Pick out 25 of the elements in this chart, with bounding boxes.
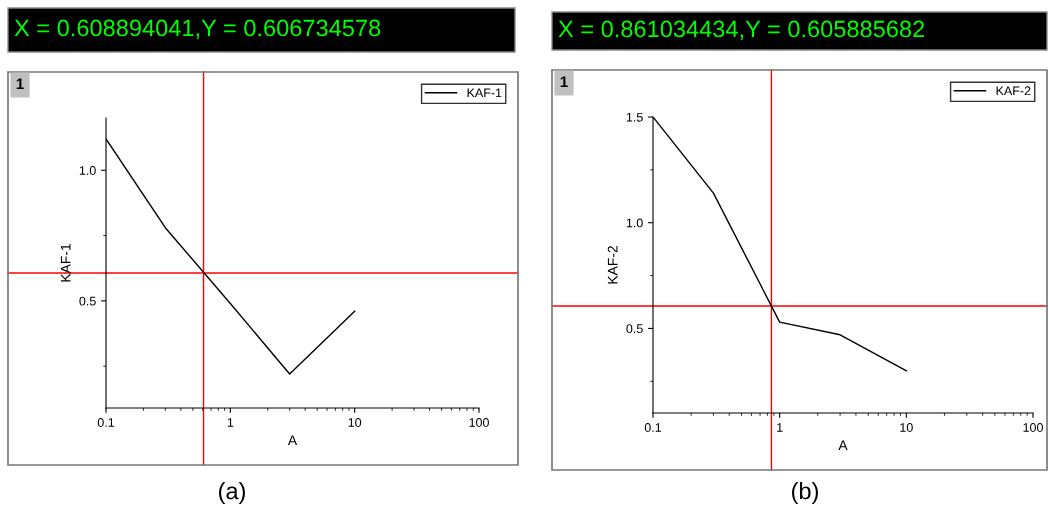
x-axis-title: A — [838, 440, 848, 450]
chart-title: X = 0.608894041,Y = 0.606734578 — [14, 19, 381, 40]
x-tick-label: 1 — [227, 418, 234, 427]
y-tick-label: 1.0 — [79, 166, 96, 175]
x-tick-label: 1 — [777, 423, 783, 432]
y-tick-label: 1.0 — [626, 218, 643, 228]
x-tick-label: 0.1 — [644, 423, 662, 432]
legend-label: KAF-1 — [467, 88, 502, 98]
chart-title: X = 0.861034434,Y = 0.605885682 — [558, 20, 925, 41]
y-tick-label: 0.5 — [79, 296, 96, 306]
x-tick-label: 10 — [900, 423, 913, 432]
x-tick-label: 100 — [1023, 423, 1043, 432]
x-tick-label: 100 — [469, 418, 489, 427]
text: 1 — [560, 76, 568, 87]
legend-label: KAF-2 — [996, 86, 1031, 96]
y-tick-label: 0.5 — [626, 324, 643, 334]
text: (b) — [792, 481, 818, 504]
text: 1 — [16, 78, 24, 89]
x-tick-label: 0.1 — [97, 418, 115, 427]
text: (a) — [219, 481, 245, 504]
y-tick-label: 1.5 — [626, 112, 643, 122]
y-axis-title: KAF-1 — [60, 244, 71, 282]
x-tick-label: 10 — [348, 418, 362, 427]
x-axis-title: A — [287, 435, 298, 445]
y-axis-title: KAF-2 — [607, 246, 618, 284]
